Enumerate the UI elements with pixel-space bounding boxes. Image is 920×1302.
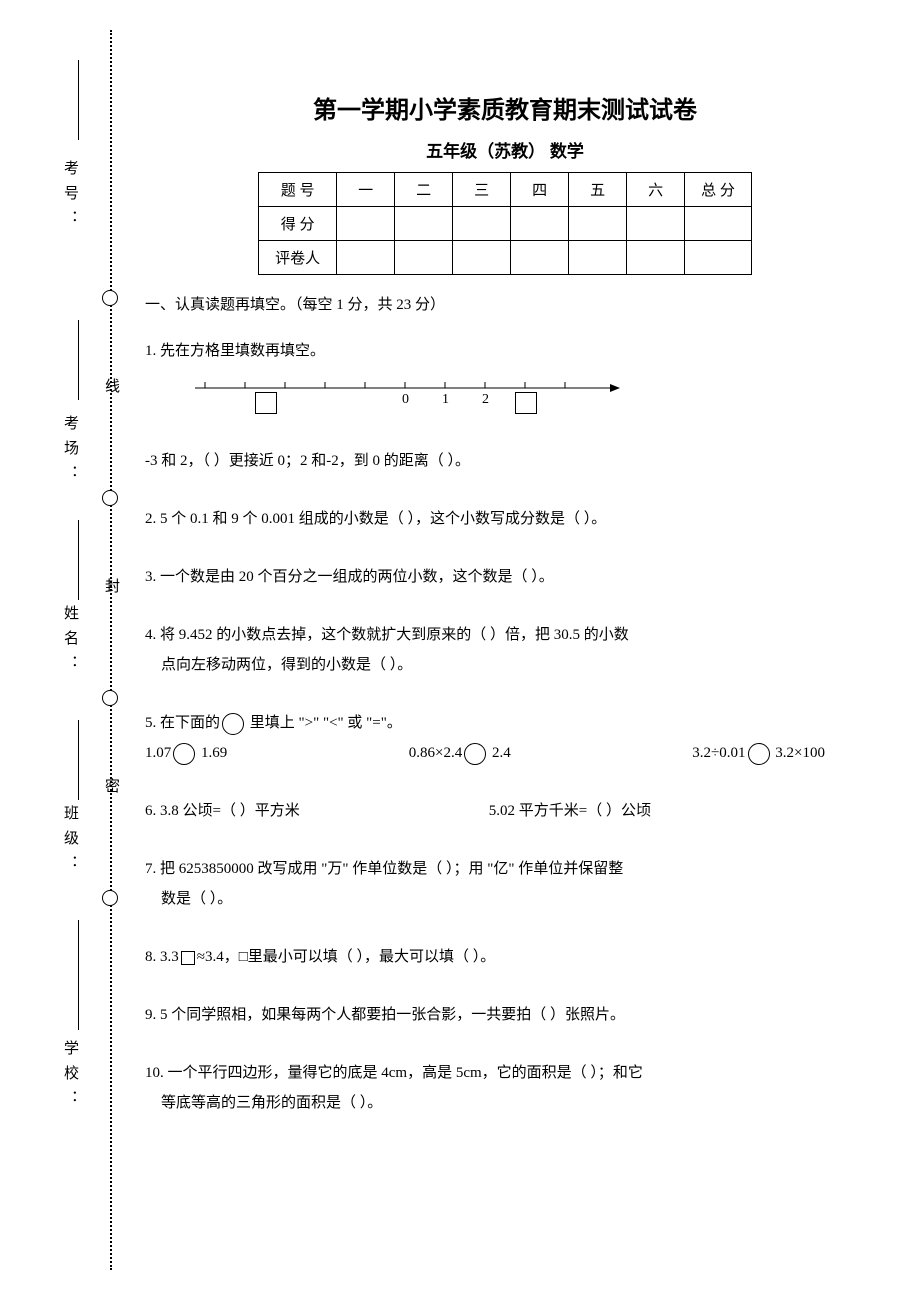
cell[interactable] xyxy=(511,241,569,275)
q10-line1: 10. 一个平行四边形，量得它的底是 4cm，高是 5cm，它的面积是（ ）；和… xyxy=(145,1058,865,1088)
question-6: 6. 3.8 公顷=（ ）平方米 5.02 平方千米=（ ）公顷 xyxy=(145,796,865,826)
circle-blank[interactable] xyxy=(748,743,770,765)
q10-line2: 等底等高的三角形的面积是（ ）。 xyxy=(145,1088,865,1118)
cell: 一 xyxy=(337,173,395,207)
q7-line2: 数是（ ）。 xyxy=(145,884,865,914)
table-row: 评卷人 xyxy=(259,241,752,275)
cell: 总 分 xyxy=(685,173,752,207)
cell[interactable] xyxy=(569,241,627,275)
cell[interactable] xyxy=(395,207,453,241)
q5-equations: 1.07 1.69 0.86×2.4 2.4 3.2÷0.01 3.2×100 xyxy=(145,738,865,768)
margin-underline xyxy=(78,720,79,800)
score-table: 题 号 一 二 三 四 五 六 总 分 得 分 评卷人 xyxy=(258,172,752,275)
exam-title: 第一学期小学素质教育期末测试试卷 xyxy=(145,90,865,125)
circle-blank[interactable] xyxy=(464,743,486,765)
cell: 二 xyxy=(395,173,453,207)
svg-text:1: 1 xyxy=(442,392,449,407)
question-7: 7. 把 6253850000 改写成用 "万" 作单位数是（ ）；用 "亿" … xyxy=(145,854,865,914)
eq3: 3.2÷0.01 3.2×100 xyxy=(692,738,825,768)
cell[interactable] xyxy=(685,241,752,275)
margin-underline xyxy=(78,920,79,1030)
question-5: 5. 在下面的 里填上 ">" "<" 或 "="。 1.07 1.69 0.8… xyxy=(145,708,865,768)
cell[interactable] xyxy=(685,207,752,241)
table-row: 得 分 xyxy=(259,207,752,241)
cell: 六 xyxy=(627,173,685,207)
fill-box[interactable] xyxy=(255,392,277,414)
question-4: 4. 将 9.452 的小数点去掉，这个数就扩大到原来的（ ）倍，把 30.5 … xyxy=(145,620,865,680)
question-9: 9. 5 个同学照相，如果每两个人都要拍一张合影，一共要拍（ ）张照片。 xyxy=(145,1000,865,1030)
q5-text: 5. 在下面的 里填上 ">" "<" 或 "="。 xyxy=(145,708,865,738)
q1-text: 1. 先在方格里填数再填空。 xyxy=(145,336,865,366)
q4-line2: 点向左移动两位，得到的小数是（ ）。 xyxy=(145,650,865,680)
section-title: 一、认真读题再填空。（每空 1 分，共 23 分） xyxy=(145,293,865,314)
circle-marker xyxy=(102,890,118,906)
margin-label-school: 学校： xyxy=(60,1040,81,1115)
cell: 三 xyxy=(453,173,511,207)
cell-label: 题 号 xyxy=(259,173,337,207)
margin-label-exam-number: 考号： xyxy=(60,160,81,235)
cell[interactable] xyxy=(627,241,685,275)
margin-label-name: 姓名： xyxy=(60,605,81,680)
margin-underline xyxy=(78,320,79,400)
margin-underline xyxy=(78,60,79,140)
question-2: 2. 5 个 0.1 和 9 个 0.001 组成的小数是（ ），这个小数写成分… xyxy=(145,504,865,534)
svg-text:2: 2 xyxy=(482,392,489,407)
main-content: 第一学期小学素质教育期末测试试卷 五年级（苏教） 数学 题 号 一 二 三 四 … xyxy=(145,90,865,1146)
cell: 五 xyxy=(569,173,627,207)
q6a: 6. 3.8 公顷=（ ）平方米 xyxy=(145,796,485,826)
circle-marker xyxy=(102,690,118,706)
margin-label-exam-room: 考场： xyxy=(60,415,81,490)
q6b: 5.02 平方千米=（ ）公顷 xyxy=(489,803,651,819)
cell[interactable] xyxy=(511,207,569,241)
circle-marker xyxy=(102,490,118,506)
question-10: 10. 一个平行四边形，量得它的底是 4cm，高是 5cm，它的面积是（ ）；和… xyxy=(145,1058,865,1118)
circle-blank[interactable] xyxy=(222,713,244,735)
seal-char-line: 线 xyxy=(105,375,120,396)
cell[interactable] xyxy=(569,207,627,241)
seal-char-seal: 封 xyxy=(105,575,120,596)
cell-label: 得 分 xyxy=(259,207,337,241)
dotted-vertical-line xyxy=(110,30,112,1270)
table-row: 题 号 一 二 三 四 五 六 总 分 xyxy=(259,173,752,207)
cell[interactable] xyxy=(453,241,511,275)
cell[interactable] xyxy=(453,207,511,241)
question-8: 8. 3.3≈3.4，□里最小可以填（ ），最大可以填（ ）。 xyxy=(145,942,865,972)
q4-line1: 4. 将 9.452 的小数点去掉，这个数就扩大到原来的（ ）倍，把 30.5 … xyxy=(145,620,865,650)
margin-underline xyxy=(78,520,79,600)
exam-subtitle: 五年级（苏教） 数学 xyxy=(145,137,865,162)
cell[interactable] xyxy=(627,207,685,241)
question-1: 1. 先在方格里填数再填空。 0 1 2 -3 和 xyxy=(145,336,865,476)
circle-blank[interactable] xyxy=(173,743,195,765)
question-3: 3. 一个数是由 20 个百分之一组成的两位小数，这个数是（ ）。 xyxy=(145,562,865,592)
cell[interactable] xyxy=(395,241,453,275)
fill-box[interactable] xyxy=(515,392,537,414)
q1-line2: -3 和 2，（ ）更接近 0；2 和-2，到 0 的距离（ ）。 xyxy=(145,446,865,476)
svg-text:0: 0 xyxy=(402,392,409,407)
margin-label-class: 班级： xyxy=(60,805,81,880)
number-line: 0 1 2 xyxy=(195,378,865,428)
cell[interactable] xyxy=(337,241,395,275)
binding-margin: 考号： 考场： 线 姓名： 封 班级： 密 学校： xyxy=(60,30,130,1270)
cell[interactable] xyxy=(337,207,395,241)
eq1: 1.07 1.69 xyxy=(145,738,227,768)
cell-label: 评卷人 xyxy=(259,241,337,275)
circle-marker xyxy=(102,290,118,306)
eq2: 0.86×2.4 2.4 xyxy=(409,738,511,768)
seal-char-secret: 密 xyxy=(105,775,120,796)
q7-line1: 7. 把 6253850000 改写成用 "万" 作单位数是（ ）；用 "亿" … xyxy=(145,854,865,884)
square-blank[interactable] xyxy=(181,951,195,965)
cell: 四 xyxy=(511,173,569,207)
